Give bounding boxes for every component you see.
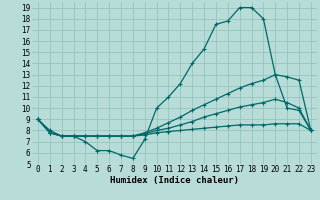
X-axis label: Humidex (Indice chaleur): Humidex (Indice chaleur) <box>110 176 239 185</box>
